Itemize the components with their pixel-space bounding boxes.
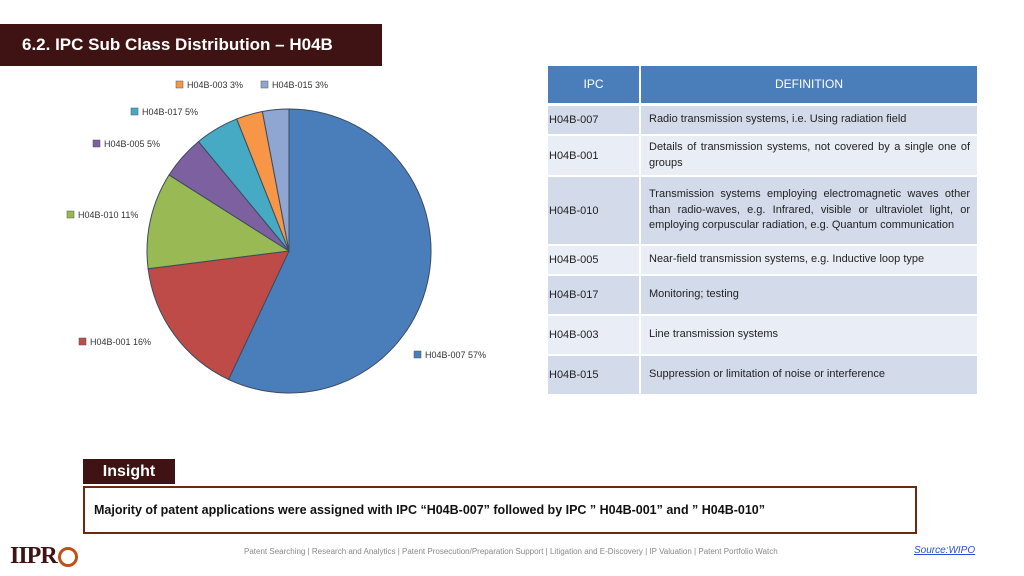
header-definition: DEFINITION (640, 66, 979, 106)
ipc-code: H04B-007 (548, 104, 641, 136)
ipc-code: H04B-005 (548, 245, 641, 276)
ipc-definition: Radio transmission systems, i.e. Using r… (640, 104, 979, 136)
table-row: H04B-017 Monitoring; testing (548, 275, 979, 316)
ipc-code: H04B-015 (548, 355, 641, 396)
legend-label-h04b-001: H04B-001 16% (90, 337, 151, 347)
legend-label-h04b-005: H04B-005 5% (104, 139, 160, 149)
legend-swatch-h04b-015 (260, 80, 269, 89)
legend-label-h04b-003: H04B-003 3% (187, 80, 243, 90)
legend-swatch-h04b-003 (175, 80, 184, 89)
table-row: H04B-005 Near-field transmission systems… (548, 245, 979, 276)
footer-services: Patent Searching | Research and Analytic… (244, 547, 778, 556)
table-row: H04B-010 Transmission systems employing … (548, 176, 979, 246)
page-title: 6.2. IPC Sub Class Distribution – H04B (0, 24, 382, 66)
ipc-definition: Transmission systems employing electroma… (640, 176, 979, 246)
table-row: H04B-015 Suppression or limitation of no… (548, 355, 979, 396)
pie-slice-h04b-007 (227, 108, 432, 394)
ipc-code: H04B-010 (548, 176, 641, 246)
ipc-definition: Near-field transmission systems, e.g. In… (640, 245, 979, 276)
pie-chart: H04B-007 57% H04B-001 16% H04B-010 11% H04B… (66, 80, 486, 394)
pie-slice-h04b-015 (261, 108, 290, 252)
insight-label: Insight (83, 459, 175, 484)
ipc-definition-table: IPC DEFINITION H04B-007 Radio transmissi… (548, 66, 979, 396)
insight-text: Majority of patent applications were ass… (94, 503, 765, 517)
legend-swatch-h04b-010 (66, 210, 75, 219)
table-header-row: IPC DEFINITION (548, 66, 979, 106)
logo: IIPR (10, 543, 78, 570)
legend-swatch-h04b-001 (78, 337, 87, 346)
insight-box: Majority of patent applications were ass… (83, 486, 917, 534)
ipc-definition: Details of transmission systems, not cov… (640, 135, 979, 177)
legend-swatch-h04b-005 (92, 139, 101, 148)
pie-slice-h04b-001 (147, 250, 290, 381)
legend-label-h04b-015: H04B-015 3% (272, 80, 328, 90)
legend-swatch-h04b-017 (130, 107, 139, 116)
legend-label-h04b-010: H04B-010 11% (78, 210, 138, 220)
ipc-definition: Line transmission systems (640, 315, 979, 356)
header-ipc: IPC (548, 66, 641, 106)
ipc-definition: Monitoring; testing (640, 275, 979, 316)
logo-text: IIPR (10, 543, 58, 569)
table-row: H04B-001 Details of transmission systems… (548, 135, 979, 177)
ipc-code: H04B-003 (548, 315, 641, 356)
table-row: H04B-007 Radio transmission systems, i.e… (548, 104, 979, 136)
legend-label-h04b-007: H04B-007 57% (425, 350, 486, 360)
legend-label-h04b-017: H04B-017 5% (142, 107, 198, 117)
ipc-code: H04B-001 (548, 135, 641, 177)
source-link[interactable]: Source:WIPO (914, 545, 976, 556)
ipc-code: H04B-017 (548, 275, 641, 316)
logo-mark (57, 547, 78, 567)
legend-swatch-h04b-007 (413, 350, 422, 359)
pie-slice-h04b-010 (146, 174, 291, 270)
ipc-definition: Suppression or limitation of noise or in… (640, 355, 979, 396)
table-row: H04B-003 Line transmission systems (548, 315, 979, 356)
